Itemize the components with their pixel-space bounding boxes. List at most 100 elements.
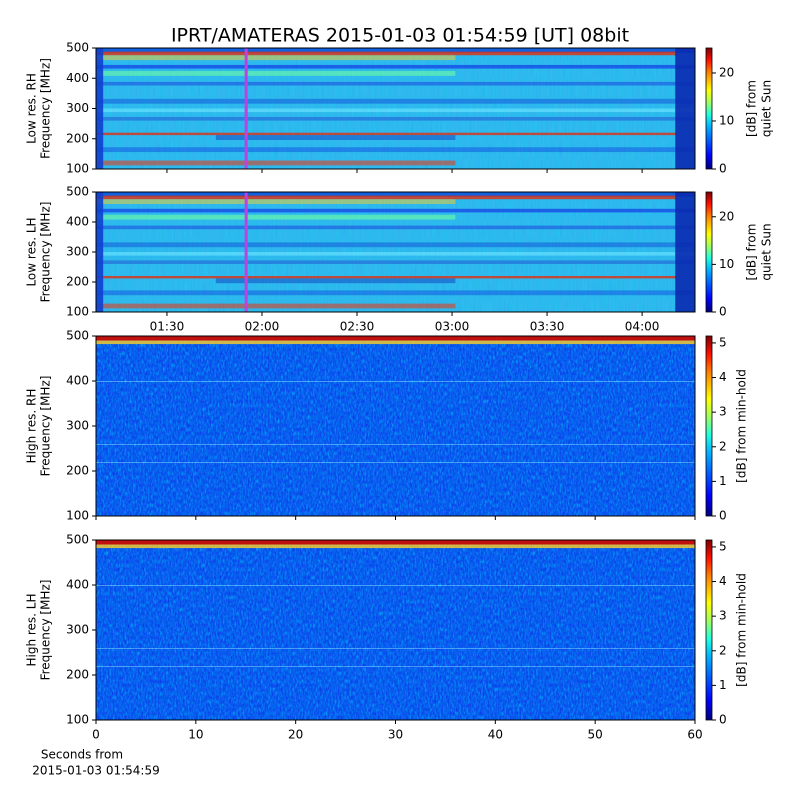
spectrogram-texture [675, 48, 695, 169]
y-tick-label: 300 [66, 623, 89, 637]
spectrogram-texture [96, 290, 695, 296]
colorbar-tick-label: 0 [719, 713, 727, 727]
colorbar-tick-label: 0 [719, 162, 727, 176]
colorbar [705, 47, 713, 170]
spectrogram-texture [96, 303, 456, 309]
x-tick-label: 40 [488, 728, 503, 742]
y-tick-label: 200 [66, 131, 89, 145]
colorbar-tick-label: 3 [719, 405, 727, 419]
y-tick-label: 300 [66, 245, 89, 259]
time-marker [244, 48, 248, 169]
x-tick-label: 01:30 [150, 320, 185, 334]
spectrogram-texture [96, 132, 678, 136]
colorbar-tick-label: 0 [719, 305, 727, 319]
spectrogram-texture [96, 336, 695, 341]
colorbar-tick-label: 3 [719, 609, 727, 623]
y-tick-label: 400 [66, 215, 89, 229]
x-tick-label: 50 [588, 728, 603, 742]
spectrogram-texture [96, 214, 456, 220]
x-tick-label: 20 [288, 728, 303, 742]
y-tick-label: 500 [66, 533, 89, 547]
colorbar-tick-label: 0 [719, 509, 727, 523]
y-tick-label: 100 [66, 509, 89, 523]
spectrogram-texture [96, 48, 695, 53]
x-tick-label: 10 [188, 728, 203, 742]
colorbar-label: [dB] from min-hold [735, 573, 749, 687]
x-tick-label: 03:30 [530, 320, 565, 334]
y-axis-label: Low res. LH [25, 217, 39, 286]
spectrogram-texture [96, 64, 695, 69]
spectrogram-texture [96, 48, 104, 169]
spectrogram-texture [96, 192, 104, 312]
y-tick-label: 200 [66, 275, 89, 289]
spectrogram-texture [96, 108, 695, 113]
x-tick-label: 04:00 [625, 320, 660, 334]
spectrogram-texture [96, 336, 695, 516]
x-tick-label: 02:30 [340, 320, 375, 334]
spectrogram-texture [96, 544, 695, 549]
y-tick-label: 100 [66, 713, 89, 727]
time-marker [244, 192, 248, 312]
figure-title: IPRT/AMATERAS 2015-01-03 01:54:59 [UT] 0… [171, 25, 629, 47]
colorbar-tick-label: 4 [719, 370, 727, 384]
spectrogram-texture [96, 195, 678, 200]
colorbar [705, 335, 713, 517]
colorbar-tick-label: 5 [719, 335, 727, 349]
y-tick-label: 500 [66, 329, 89, 343]
y-tick-label: 300 [66, 101, 89, 115]
spectrogram-texture [96, 381, 695, 382]
y-tick-label: 400 [66, 374, 89, 388]
spectrogram-texture [96, 192, 695, 197]
spectrogram-texture [215, 278, 456, 284]
y-tick-label: 200 [66, 668, 89, 682]
spectrogram-texture [96, 462, 695, 463]
colorbar-label: [dB] from [745, 80, 759, 137]
spectrogram-texture [96, 540, 695, 720]
colorbar-tick-label: 2 [719, 643, 727, 657]
spectrogram-texture [96, 199, 456, 204]
x-tick-label: 03:00 [435, 320, 470, 334]
y-tick-label: 200 [66, 464, 89, 478]
spectrogram-texture [96, 116, 695, 121]
x-tick-label: 0 [92, 728, 100, 742]
colorbar-tick-label: 20 [719, 65, 734, 79]
spectrogram-texture [96, 208, 695, 213]
spectrogram-texture [215, 135, 456, 140]
spectrogram-texture [96, 242, 695, 248]
spectrogram-texture [96, 444, 695, 445]
colorbar-tick-label: 10 [719, 113, 734, 127]
spectrogram-texture [96, 160, 456, 166]
colorbar-label: quiet Sun [760, 223, 774, 280]
y-axis-label: Low res. RH [25, 73, 39, 144]
spectrogram-texture [96, 225, 695, 230]
colorbar-label: quiet Sun [760, 80, 774, 137]
y-axis-label: High res. RH [25, 389, 39, 464]
x-tick-label: 30 [388, 728, 403, 742]
y-tick-label: 100 [66, 162, 89, 176]
spectrogram-texture [96, 81, 695, 86]
y-tick-label: 400 [66, 71, 89, 85]
spectrogram-texture [96, 648, 695, 649]
y-axis-label: Frequency [MHz] [39, 58, 53, 159]
colorbar-label: [dB] from min-hold [735, 369, 749, 483]
x-axis-label: 2015-01-03 01:54:59 [32, 764, 159, 778]
colorbar-tick-label: 1 [719, 474, 727, 488]
y-axis-label: Frequency [MHz] [39, 376, 53, 477]
y-axis-label: High res. LH [25, 593, 39, 666]
spectrogram-texture [96, 585, 695, 586]
y-tick-label: 100 [66, 305, 89, 319]
colorbar-tick-label: 4 [719, 574, 727, 588]
spectrogram-texture [96, 51, 678, 56]
spectrogram-texture [96, 70, 456, 76]
spectrogram-texture [96, 147, 695, 153]
spectrogram-texture [96, 98, 695, 104]
spectrogram-texture [96, 340, 695, 345]
y-axis-label: Frequency [MHz] [39, 580, 53, 681]
colorbar [705, 191, 713, 313]
colorbar-tick-label: 5 [719, 539, 727, 553]
colorbar [705, 539, 713, 721]
spectrogram-texture [96, 252, 695, 256]
y-tick-label: 500 [66, 185, 89, 199]
colorbar-tick-label: 10 [719, 257, 734, 271]
